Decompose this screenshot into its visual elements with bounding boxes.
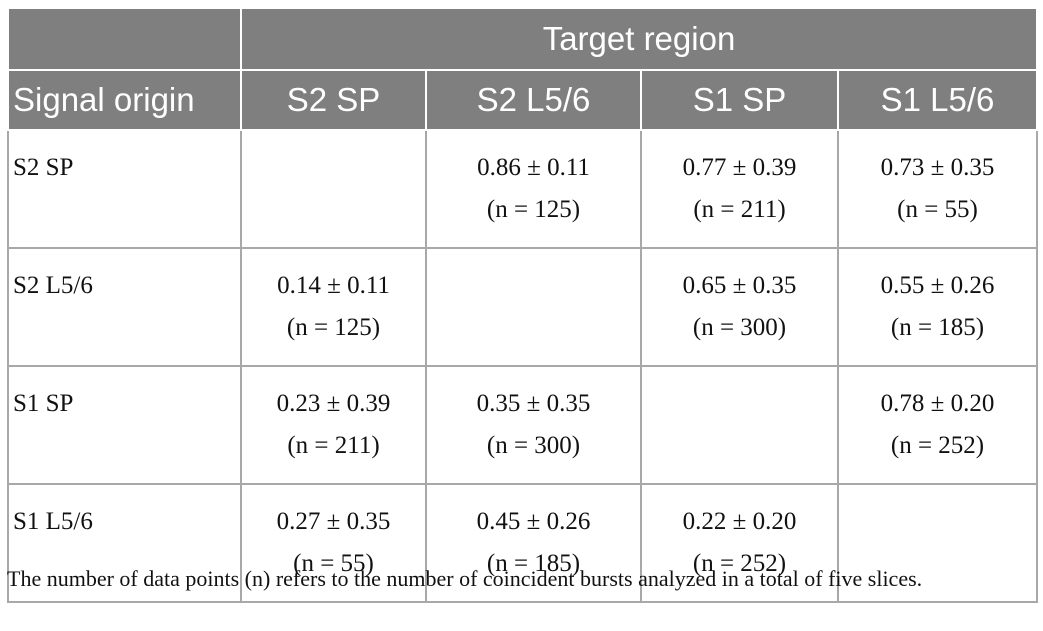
cell-mean: 0.78 ± 0.20 [880, 390, 995, 417]
header-row: Target region [7, 7, 1038, 71]
table-cell: 0.55 ± 0.26 (n = 185) [837, 247, 1038, 367]
header-blank [7, 7, 242, 71]
table-cell: 0.65 ± 0.35 (n = 300) [640, 247, 839, 367]
table-cell: 0.14 ± 0.11 (n = 125) [240, 247, 427, 367]
column-header: S2 L5/6 [425, 69, 642, 131]
column-header: S1 L5/6 [837, 69, 1038, 131]
table-cell: 0.23 ± 0.39 (n = 211) [240, 365, 427, 485]
cell-count: (n = 125) [486, 196, 581, 223]
row-label-header: Signal origin [7, 69, 242, 131]
cell-count: (n = 252) [692, 550, 787, 577]
table-cell: 0.78 ± 0.20 (n = 252) [837, 365, 1038, 485]
table-row: S1 SP 0.23 ± 0.39 (n = 211) 0.35 ± 0.35 (n =… [7, 365, 1038, 485]
cell-mean: 0.77 ± 0.39 [682, 154, 797, 181]
cell-mean: 0.65 ± 0.35 [682, 272, 797, 299]
cell-mean: 0.23 ± 0.39 [276, 390, 391, 417]
cell-count: (n = 300) [692, 314, 787, 341]
row-label: S1 SP [7, 365, 242, 485]
row-label: S1 L5/6 [7, 483, 242, 603]
table-cell: 0.77 ± 0.39 (n = 211) [640, 129, 839, 249]
cell-mean: 0.22 ± 0.20 [682, 508, 797, 535]
cell-mean: 0.35 ± 0.35 [476, 390, 591, 417]
data-table: Target region Signal origin S2 SP S2 L5/6 S1… [7, 7, 1038, 603]
header-row: Signal origin S2 SP S2 L5/6 S1 SP S1 L5/6 [7, 69, 1038, 131]
table-row: S1 L5/6 0.27 ± 0.35 (n = 55) 0.45 ± 0.26 (n … [7, 483, 1038, 603]
cell-mean: 0.45 ± 0.26 [476, 508, 591, 535]
cell-mean: 0.14 ± 0.11 [277, 272, 390, 299]
table-cell [240, 129, 427, 249]
table-row: S2 SP 0.86 ± 0.11 (n = 125) 0.77 ± 0.39 (n =… [7, 129, 1038, 249]
cell-count: (n = 185) [890, 314, 985, 341]
table-cell: 0.22 ± 0.20 (n = 252) [640, 483, 839, 603]
cell-mean: 0.73 ± 0.35 [880, 154, 995, 181]
cell-mean: 0.86 ± 0.11 [477, 154, 590, 181]
cell-count: (n = 185) [486, 550, 581, 577]
cell-count: (n = 55) [897, 196, 978, 223]
table-cell: 0.27 ± 0.35 (n = 55) [240, 483, 427, 603]
footnote: The number of data points (n) refers to … [7, 566, 923, 591]
column-header: S1 SP [640, 69, 839, 131]
cell-mean: 0.55 ± 0.26 [880, 272, 995, 299]
table-cell: 0.45 ± 0.26 (n = 185) [425, 483, 642, 603]
table-cell: 0.86 ± 0.11 (n = 125) [425, 129, 642, 249]
table-cell [837, 483, 1038, 603]
row-label: S2 SP [7, 129, 242, 249]
table-cell: 0.73 ± 0.35 (n = 55) [837, 129, 1038, 249]
cell-count: (n = 252) [890, 432, 985, 459]
column-header: S2 SP [240, 69, 427, 131]
table-cell: 0.35 ± 0.35 (n = 300) [425, 365, 642, 485]
cell-mean: 0.27 ± 0.35 [276, 508, 391, 535]
cell-count: (n = 125) [286, 314, 381, 341]
table-row: S2 L5/6 0.14 ± 0.11 (n = 125) 0.65 ± 0.35 (n… [7, 247, 1038, 367]
header-group: Target region [240, 7, 1038, 71]
table-cell [425, 247, 642, 367]
row-label: S2 L5/6 [7, 247, 242, 367]
cell-count: (n = 300) [486, 432, 581, 459]
table-cell [640, 365, 839, 485]
cell-count: (n = 55) [293, 550, 374, 577]
cell-count: (n = 211) [693, 196, 786, 223]
cell-count: (n = 211) [287, 432, 380, 459]
